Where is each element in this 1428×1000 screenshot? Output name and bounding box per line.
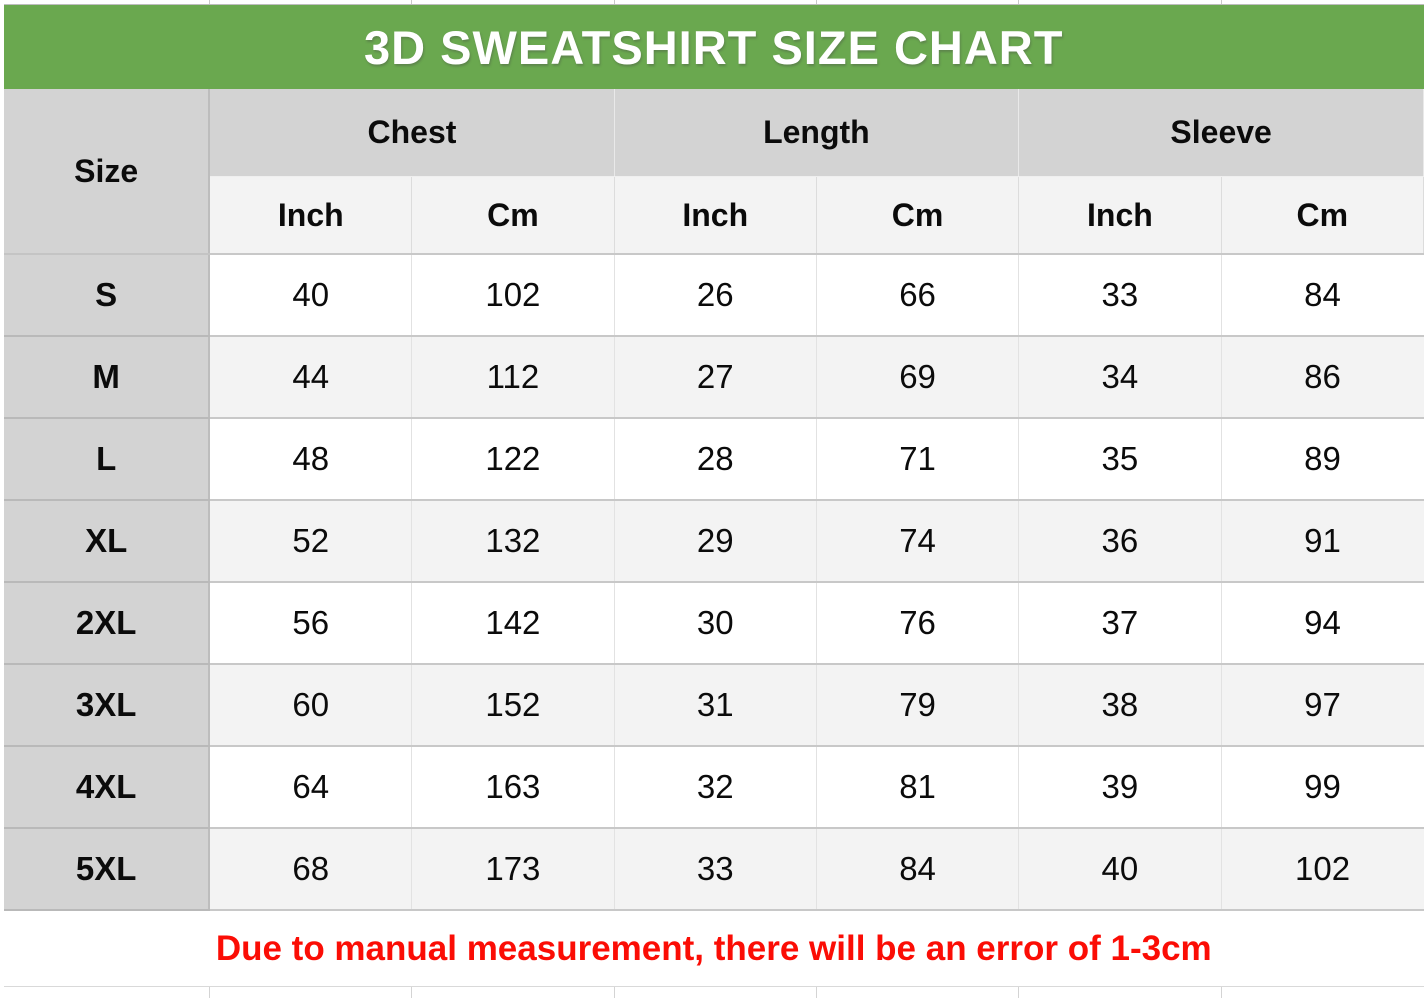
grid-cell-empty bbox=[816, 986, 1020, 998]
data-cell: 89 bbox=[1221, 418, 1424, 501]
chart-title: 3D SWEATSHIRT SIZE CHART bbox=[4, 4, 1424, 89]
data-cell: 76 bbox=[816, 582, 1020, 665]
grid-cell-empty bbox=[816, 0, 1020, 5]
grid-cell-empty bbox=[1018, 986, 1222, 998]
size-cell: 5XL bbox=[4, 828, 211, 911]
data-cell: 91 bbox=[1221, 500, 1424, 583]
data-cell: 56 bbox=[209, 582, 413, 665]
table-row-2xl: 2XL 56 142 30 76 37 94 bbox=[4, 582, 1424, 665]
data-cell: 33 bbox=[1018, 254, 1222, 337]
group-header-row: Size Chest Length Sleeve bbox=[4, 89, 1424, 255]
data-cell: 74 bbox=[816, 500, 1020, 583]
grid-cell-empty bbox=[614, 0, 817, 5]
data-cell: 44 bbox=[209, 336, 413, 419]
size-chart-table: 3D SWEATSHIRT SIZE CHART Size Chest Leng… bbox=[4, 0, 1425, 998]
data-cell: 27 bbox=[614, 336, 817, 419]
column-group-length: Length bbox=[614, 89, 1020, 177]
data-cell: 37 bbox=[1018, 582, 1222, 665]
data-cell: 102 bbox=[411, 254, 615, 337]
data-cell: 29 bbox=[614, 500, 817, 583]
data-cell: 32 bbox=[614, 746, 817, 829]
data-cell: 34 bbox=[1018, 336, 1222, 419]
data-cell: 39 bbox=[1018, 746, 1222, 829]
size-cell: L bbox=[4, 418, 211, 501]
column-header-chest-cm: Cm bbox=[411, 176, 615, 255]
table-row-4xl: 4XL 64 163 32 81 39 99 bbox=[4, 746, 1424, 829]
size-cell: 4XL bbox=[4, 746, 211, 829]
grid-cell-empty bbox=[4, 0, 210, 5]
data-cell: 97 bbox=[1221, 664, 1424, 747]
data-cell: 64 bbox=[209, 746, 413, 829]
data-cell: 84 bbox=[816, 828, 1020, 911]
size-cell: 2XL bbox=[4, 582, 211, 665]
grid-cell-empty bbox=[411, 0, 615, 5]
data-cell: 31 bbox=[614, 664, 817, 747]
data-cell: 71 bbox=[816, 418, 1020, 501]
data-cell: 86 bbox=[1221, 336, 1424, 419]
data-cell: 81 bbox=[816, 746, 1020, 829]
data-cell: 40 bbox=[1018, 828, 1222, 911]
data-cell: 48 bbox=[209, 418, 413, 501]
size-cell: XL bbox=[4, 500, 211, 583]
column-header-chest-inch: Inch bbox=[209, 176, 413, 255]
grid-cell-empty bbox=[411, 986, 615, 998]
column-header-size: Size bbox=[4, 89, 211, 255]
data-cell: 142 bbox=[411, 582, 615, 665]
column-header-sleeve-cm: Cm bbox=[1221, 176, 1425, 255]
data-cell: 69 bbox=[816, 336, 1020, 419]
data-cell: 163 bbox=[411, 746, 615, 829]
data-cell: 122 bbox=[411, 418, 615, 501]
data-cell: 40 bbox=[209, 254, 413, 337]
data-cell: 36 bbox=[1018, 500, 1222, 583]
data-cell: 99 bbox=[1221, 746, 1424, 829]
size-cell: S bbox=[4, 254, 211, 337]
grid-cell-empty bbox=[209, 0, 413, 5]
data-cell: 173 bbox=[411, 828, 615, 911]
data-cell: 52 bbox=[209, 500, 413, 583]
spreadsheet-partial-row-top bbox=[4, 0, 1424, 5]
data-cell: 66 bbox=[816, 254, 1020, 337]
data-cell: 84 bbox=[1221, 254, 1424, 337]
table-row-l: L 48 122 28 71 35 89 bbox=[4, 418, 1424, 501]
data-cell: 38 bbox=[1018, 664, 1222, 747]
unit-header-row: Inch Cm Inch Cm Inch Cm bbox=[4, 176, 1425, 255]
data-cell: 60 bbox=[209, 664, 413, 747]
grid-cell-empty bbox=[1018, 0, 1222, 5]
column-header-length-inch: Inch bbox=[614, 176, 817, 255]
data-cell: 94 bbox=[1221, 582, 1424, 665]
grid-cell-empty bbox=[614, 986, 817, 998]
data-cell: 152 bbox=[411, 664, 615, 747]
data-cell: 79 bbox=[816, 664, 1020, 747]
data-cell: 28 bbox=[614, 418, 817, 501]
grid-cell-empty bbox=[209, 986, 413, 998]
column-header-length-cm: Cm bbox=[816, 176, 1020, 255]
size-cell: 3XL bbox=[4, 664, 211, 747]
size-chart-sheet: 3D SWEATSHIRT SIZE CHART Size Chest Leng… bbox=[4, 0, 1425, 998]
data-cell: 112 bbox=[411, 336, 615, 419]
data-cell: 30 bbox=[614, 582, 817, 665]
data-cell: 26 bbox=[614, 254, 817, 337]
table-row-xl: XL 52 132 29 74 36 91 bbox=[4, 500, 1424, 583]
note-row: Due to manual measurement, there will be… bbox=[4, 910, 1424, 987]
table-row-s: S 40 102 26 66 33 84 bbox=[4, 254, 1424, 337]
measurement-note: Due to manual measurement, there will be… bbox=[4, 910, 1424, 987]
grid-cell-empty bbox=[4, 986, 210, 998]
spreadsheet-partial-row-bottom bbox=[4, 986, 1424, 998]
table-row-3xl: 3XL 60 152 31 79 38 97 bbox=[4, 664, 1424, 747]
grid-cell-empty bbox=[1221, 986, 1424, 998]
data-cell: 102 bbox=[1221, 828, 1424, 911]
column-group-sleeve: Sleeve bbox=[1018, 89, 1424, 177]
data-cell: 35 bbox=[1018, 418, 1222, 501]
column-group-chest: Chest bbox=[209, 89, 615, 177]
column-header-sleeve-inch: Inch bbox=[1018, 176, 1222, 255]
table-row-m: M 44 112 27 69 34 86 bbox=[4, 336, 1424, 419]
data-cell: 68 bbox=[209, 828, 413, 911]
data-cell: 132 bbox=[411, 500, 615, 583]
title-row: 3D SWEATSHIRT SIZE CHART bbox=[4, 4, 1424, 89]
grid-cell-empty bbox=[1221, 0, 1424, 5]
data-cell: 33 bbox=[614, 828, 817, 911]
table-row-5xl: 5XL 68 173 33 84 40 102 bbox=[4, 828, 1424, 911]
size-cell: M bbox=[4, 336, 211, 419]
